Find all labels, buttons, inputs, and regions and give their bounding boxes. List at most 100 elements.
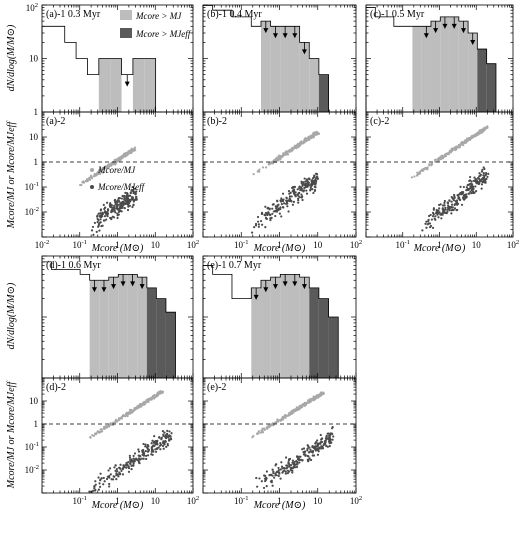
legend-scatter: Mcore/MJ Mcore/MJeff	[90, 165, 146, 192]
point-mcore-mjeff	[311, 445, 314, 449]
tick-label: 10	[313, 496, 323, 506]
tick-label: 1	[115, 496, 120, 506]
point-mcore-mjeff	[306, 181, 309, 184]
point-mcore-mjeff	[265, 485, 268, 488]
point-mcore-mj	[291, 149, 294, 152]
point-mcore-mjeff	[317, 447, 321, 450]
point-mcore-mjeff	[458, 193, 461, 196]
point-mcore-mjeff	[123, 466, 126, 469]
point-mcore-mj	[109, 162, 112, 165]
panel-label: (b)-1 0.4 Myr	[207, 9, 262, 20]
point-mcore-mjeff	[445, 212, 448, 215]
point-mcore-mjeff	[131, 185, 134, 189]
point-mcore-mj	[140, 404, 143, 408]
tick-label: 10-1	[234, 239, 248, 250]
histogram-outline	[202, 265, 339, 378]
point-mcore-mjeff	[102, 476, 105, 480]
point-mcore-mjeff	[314, 178, 317, 181]
point-mcore-mjeff	[109, 205, 112, 208]
scatter-points	[88, 390, 173, 494]
point-mcore-mjeff	[313, 189, 316, 193]
upper-limit-arrow	[423, 26, 429, 39]
axis-ticks	[202, 377, 357, 494]
point-mcore-mjeff	[298, 461, 301, 464]
point-mcore-mjeff	[282, 470, 285, 473]
point-mcore-mjeff	[436, 213, 439, 216]
point-mcore-mjeff	[298, 196, 301, 199]
point-mcore-mjeff	[282, 202, 286, 205]
tick-label: 102	[187, 495, 199, 506]
point-mcore-mjeff	[319, 441, 322, 444]
point-mcore-mjeff	[119, 472, 122, 475]
point-mcore-mjeff	[421, 229, 424, 232]
point-mcore-mjeff	[311, 188, 314, 191]
scatter-panel-(e)-2: (e)-2 10-1 1 10 102 Mcore (M⊙)	[202, 377, 362, 511]
axis-ticks	[202, 111, 357, 238]
point-mcore-mj	[264, 166, 268, 169]
point-mcore-mjeff	[305, 192, 309, 195]
point-mcore-mjeff	[297, 194, 300, 197]
x-tick-labels: 10-2 10-1 1 10 102	[35, 239, 199, 250]
point-mcore-mjeff	[132, 200, 135, 203]
point-mcore-mjeff	[156, 443, 159, 446]
point-mcore-mjeff	[96, 215, 99, 218]
point-mcore-mj	[112, 421, 115, 424]
point-mcore-mj	[126, 153, 129, 156]
point-mcore-mjeff	[117, 210, 121, 213]
point-mcore-mjeff	[444, 206, 447, 209]
point-mcore-mjeff	[285, 201, 289, 204]
point-mcore-mj	[298, 404, 301, 408]
point-mcore-mjeff	[151, 439, 154, 442]
point-mcore-mj	[314, 131, 317, 134]
point-mcore-mjeff	[93, 221, 97, 225]
point-mcore-mjeff	[111, 210, 114, 213]
point-mcore-mjeff	[309, 189, 312, 192]
point-mcore-mj	[269, 162, 273, 165]
point-mcore-mjeff	[153, 444, 156, 447]
point-mcore-mj	[426, 166, 429, 169]
point-mcore-mjeff	[161, 429, 165, 433]
point-mcore-mjeff	[332, 435, 335, 438]
histogram-bar	[309, 58, 319, 112]
point-mcore-mjeff	[113, 466, 116, 469]
point-mcore-mjeff	[325, 437, 328, 440]
point-mcore-mjeff	[130, 189, 133, 192]
point-mcore-mjeff	[144, 443, 147, 446]
point-mcore-mjeff	[306, 449, 309, 452]
point-mcore-mjeff	[100, 212, 103, 215]
point-mcore-mjeff	[146, 454, 150, 457]
point-mcore-mjeff	[314, 183, 317, 186]
x-tick-labels: 10-1 1 10 102	[396, 239, 520, 250]
point-mcore-mjeff	[154, 443, 157, 446]
point-mcore-mj	[278, 157, 281, 160]
point-mcore-mj	[303, 401, 307, 405]
point-mcore-mjeff	[92, 233, 95, 236]
point-mcore-mjeff	[296, 188, 299, 191]
point-mcore-mj	[82, 180, 85, 183]
point-mcore-mjeff	[285, 464, 288, 467]
point-mcore-mjeff	[303, 177, 306, 180]
point-mcore-mjeff	[302, 447, 306, 450]
point-mcore-mjeff	[98, 229, 101, 232]
point-mcore-mjeff	[256, 485, 259, 488]
point-mcore-mj	[280, 155, 283, 158]
point-mcore-mjeff	[288, 195, 292, 198]
histogram-bar	[260, 280, 271, 378]
panel-label: (c)-2	[370, 116, 389, 127]
point-mcore-mj	[160, 391, 163, 394]
point-mcore-mjeff	[150, 453, 153, 456]
point-mcore-mjeff	[448, 199, 451, 202]
point-mcore-mjeff	[126, 199, 129, 202]
point-mcore-mj	[455, 147, 458, 151]
point-mcore-mjeff	[292, 188, 296, 191]
point-mcore-mjeff	[280, 215, 283, 218]
point-mcore-mj	[106, 165, 109, 169]
point-mcore-mjeff	[286, 466, 289, 469]
point-mcore-mjeff	[160, 443, 163, 446]
point-mcore-mj	[284, 152, 287, 155]
upper-limit-arrow	[120, 274, 126, 287]
point-mcore-mjeff	[284, 456, 288, 459]
point-mcore-mj	[88, 178, 92, 181]
point-mcore-mjeff	[265, 470, 269, 473]
histogram-bar	[270, 277, 281, 378]
